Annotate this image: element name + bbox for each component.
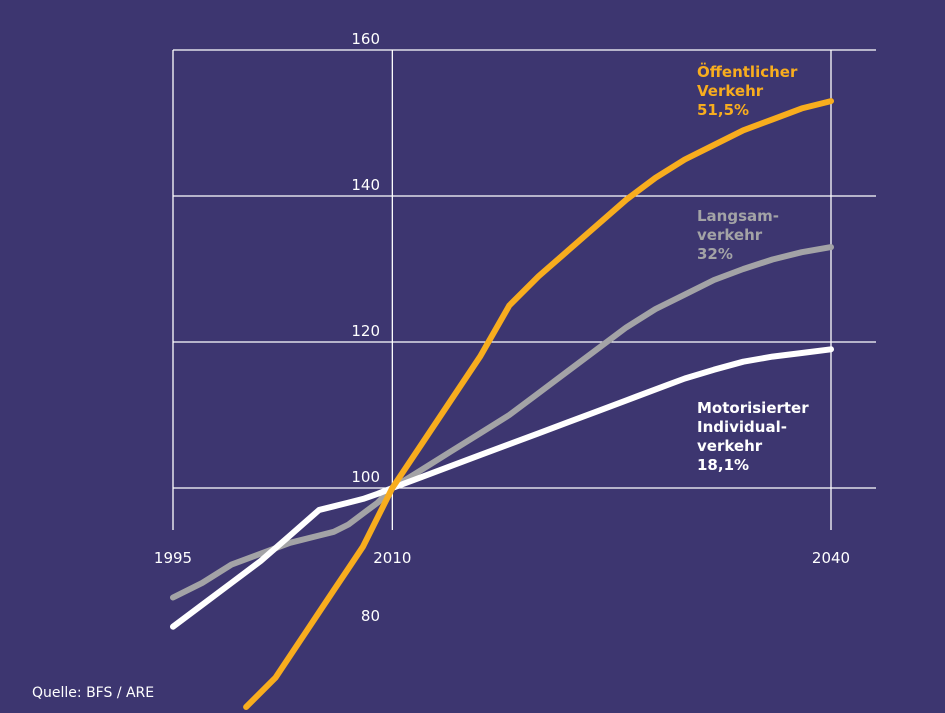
series-labels: Öffentlicher Verkehr 51,5%Langsam-verkehr 3… — [697, 62, 809, 474]
series-line-oev — [243, 98, 834, 710]
series-label-line: 32% — [697, 245, 733, 263]
series-lines — [170, 98, 834, 710]
series-label-line: Verkehr — [697, 82, 764, 100]
y-tick-label-100: 100 — [351, 468, 380, 486]
y-tick-label-160: 160 — [351, 30, 380, 48]
y-tick-label-120: 120 — [351, 322, 380, 340]
series-label-lv: Langsam-verkehr 32% — [697, 207, 779, 263]
source-note: Quelle: BFS / ARE — [32, 685, 154, 701]
series-label-line: verkehr — [697, 437, 763, 455]
series-label-line: Motorisierter — [697, 399, 809, 417]
x-tick-label-2040: 2040 — [812, 549, 850, 567]
x-tick-label-1995: 1995 — [154, 549, 192, 567]
tick-labels: 80 100 120 140 160 1995 2010 2040 — [154, 30, 850, 625]
series-label-oev: Öffentlicher Verkehr 51,5% — [697, 62, 798, 119]
series-label-line: 51,5% — [697, 101, 749, 119]
grid-lines — [172, 49, 876, 530]
series-label-line: verkehr — [697, 226, 763, 244]
series-line-miv — [170, 346, 834, 630]
y-tick-label-80: 80 — [361, 607, 380, 625]
series-label-line: Langsam- — [697, 207, 779, 225]
series-label-miv: Motorisierter Individual-verkehr 18,1% — [697, 399, 809, 474]
series-line-lv — [170, 244, 834, 601]
series-label-line: 18,1% — [697, 456, 749, 474]
series-label-line: Öffentlicher — [697, 62, 798, 81]
y-tick-label-140: 140 — [351, 176, 380, 194]
x-tick-label-2010: 2010 — [373, 549, 411, 567]
series-label-line: Individual- — [697, 418, 787, 436]
